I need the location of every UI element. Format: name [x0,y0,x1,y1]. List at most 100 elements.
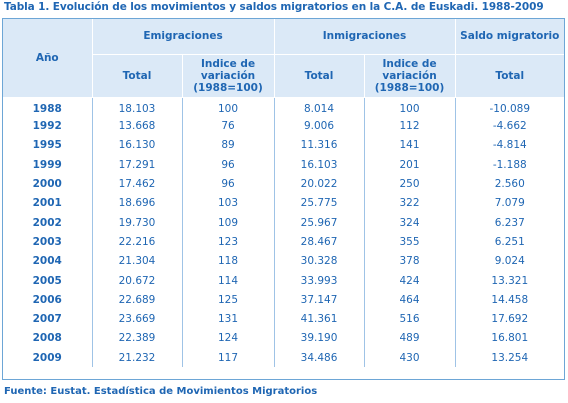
cell-emi-total: 18.103 [92,97,183,117]
cell-inm-index: 112 [364,116,456,136]
cell-saldo: 14.458 [491,293,529,306]
cell-inm-index: 355 [364,232,456,252]
header-emi-total: Total [92,54,183,98]
table-body: 1988 18.103 100 8.014 100 -10.089 1992 13.668 7… [3,97,564,368]
cell-year: 2007 [3,309,93,329]
cell-inm-total: 9.006 [274,116,365,136]
cell-emi-index: 124 [182,328,275,349]
cell-saldo: 9.024 [494,255,525,268]
cell-saldo: 6.237 [494,216,525,229]
cell-inm-total: 37.147 [274,290,365,310]
source-footnote: Fuente: Eustat. Estadística de Movimient… [4,386,318,397]
table-row: 2008 22.389 124 39.190 489 16.801 [3,328,564,349]
cell-saldo: 2.560 [494,178,525,191]
table-title: Tabla 1. Evolución de los movimientos y … [4,1,544,13]
cell-saldo: -10.089 [489,103,531,115]
cell-emi-index: 96 [182,155,275,175]
table-row: 2005 20.672 114 33.993 424 13.321 [3,270,564,291]
migration-table-container: Año Emigraciones Inmigraciones Saldo mig… [2,18,565,380]
cell-inm-total: 25.775 [274,193,365,213]
cell-emi-total: 19.730 [92,212,183,233]
table-row: 1995 16.130 89 11.316 141 -4.814 [3,135,564,156]
cell-year: 2002 [3,212,93,233]
cell-inm-index: 430 [364,348,456,368]
cell-emi-index: 125 [182,290,275,310]
cell-year: 2009 [3,348,93,368]
header-inm-indice: Indice de variación (1988=100) [364,54,456,98]
table-row: 1988 18.103 100 8.014 100 -10.089 [3,97,564,117]
cell-inm-index: 201 [364,155,456,175]
cell-inm-total: 8.014 [274,97,365,117]
cell-inm-total: 20.022 [274,174,365,194]
cell-year: 2000 [3,174,93,194]
cell-saldo: 13.321 [491,274,529,287]
cell-saldo: -4.662 [492,120,527,133]
cell-inm-total: 30.328 [274,251,365,271]
table-row: 2004 21.304 118 30.328 378 9.024 [3,251,564,271]
table-row: 2007 23.669 131 41.361 516 17.692 [3,309,564,329]
cell-emi-total: 21.232 [92,348,183,368]
cell-emi-index: 89 [182,135,275,156]
cell-saldo: 17.692 [491,313,529,326]
table-row: 1992 13.668 76 9.006 112 -4.662 [3,116,564,136]
cell-inm-total: 33.993 [274,270,365,291]
cell-emi-index: 123 [182,232,275,252]
cell-year: 2008 [3,328,93,349]
table-row: 2002 19.730 109 25.967 324 6.237 [3,212,564,233]
cell-inm-total: 39.190 [274,328,365,349]
cell-emi-index: 103 [182,193,275,213]
cell-emi-total: 18.696 [92,193,183,213]
cell-emi-total: 22.689 [92,290,183,310]
cell-inm-index: 516 [364,309,456,329]
cell-year: 2005 [3,270,93,291]
cell-year: 2006 [3,290,93,310]
cell-inm-index: 464 [364,290,456,310]
cell-inm-total: 28.467 [274,232,365,252]
cell-year: 1988 [3,97,93,117]
migration-table: Año Emigraciones Inmigraciones Saldo mig… [3,19,564,368]
cell-emi-total: 16.130 [92,135,183,156]
header-inmigraciones: Inmigraciones [274,19,456,55]
cell-inm-index: 324 [364,212,456,233]
cell-emi-total: 17.291 [92,155,183,175]
cell-emi-total: 22.216 [92,232,183,252]
cell-inm-total: 11.316 [274,135,365,156]
cell-saldo: -1.188 [492,158,527,171]
cell-emi-index: 96 [182,174,275,194]
table-row: 2003 22.216 123 28.467 355 6.251 [3,232,564,252]
cell-emi-total: 13.668 [92,116,183,136]
cell-year: 2001 [3,193,93,213]
cell-emi-index: 76 [182,116,275,136]
cell-inm-total: 25.967 [274,212,365,233]
cell-inm-index: 250 [364,174,456,194]
cell-emi-index: 114 [182,270,275,291]
header-inm-total: Total [274,54,365,98]
cell-inm-index: 100 [364,97,456,117]
table-row: 1999 17.291 96 16.103 201 -1.188 [3,155,564,175]
cell-inm-index: 378 [364,251,456,271]
table-row: 2001 18.696 103 25.775 322 7.079 [3,193,564,213]
cell-year: 1992 [3,116,93,136]
cell-inm-total: 16.103 [274,155,365,175]
cell-emi-index: 117 [182,348,275,368]
cell-inm-total: 34.486 [274,348,365,368]
cell-emi-index: 131 [182,309,275,329]
header-saldo-total: Total [455,54,564,98]
cell-year: 2004 [3,251,93,271]
cell-inm-index: 489 [364,328,456,349]
cell-saldo: 16.801 [491,332,529,345]
cell-inm-index: 424 [364,270,456,291]
table-row: 2000 17.462 96 20.022 250 2.560 [3,174,564,194]
cell-emi-total: 20.672 [92,270,183,291]
table-row: 2006 22.689 125 37.147 464 14.458 [3,290,564,310]
cell-year: 1995 [3,135,93,156]
cell-emi-total: 21.304 [92,251,183,271]
cell-emi-index: 109 [182,212,275,233]
cell-emi-index: 118 [182,251,275,271]
cell-saldo: 6.251 [494,235,525,248]
cell-year: 2003 [3,232,93,252]
header-emi-indice: Indice de variación (1988=100) [182,54,275,98]
header-saldo: Saldo migratorio [455,19,564,55]
cell-emi-index: 100 [182,97,275,117]
cell-emi-total: 17.462 [92,174,183,194]
